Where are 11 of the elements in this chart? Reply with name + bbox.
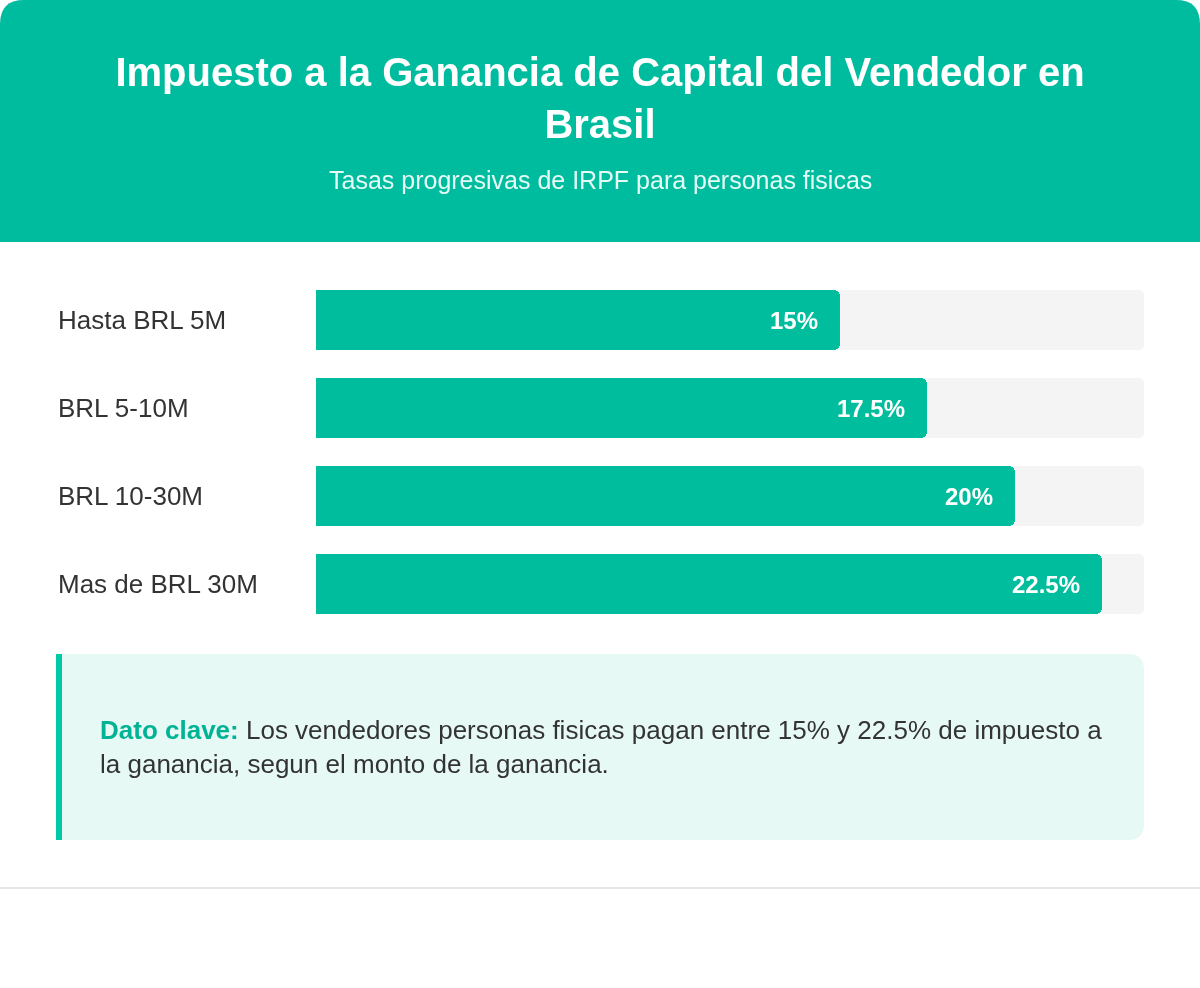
y-tick-label: Mas de BRL 30M: [58, 569, 258, 599]
data-label: 20%: [945, 483, 994, 510]
data-label: 15%: [770, 307, 819, 334]
chart-subtitle: Tasas progresivas de IRPF para personas fisicas: [329, 166, 873, 194]
y-tick-label: BRL 5-10M: [58, 393, 189, 423]
text: Dato clave:: [100, 715, 239, 745]
y-tick-label: Hasta BRL 5M: [58, 305, 227, 335]
data-label: 17.5%: [837, 395, 906, 422]
data-label: 22.5%: [1012, 571, 1081, 598]
y-tick-label: BRL 10-30M: [58, 481, 203, 511]
chart-title: Impuesto a la Ganancia de Capital del Vendedor en Brasil: [115, 50, 1085, 146]
